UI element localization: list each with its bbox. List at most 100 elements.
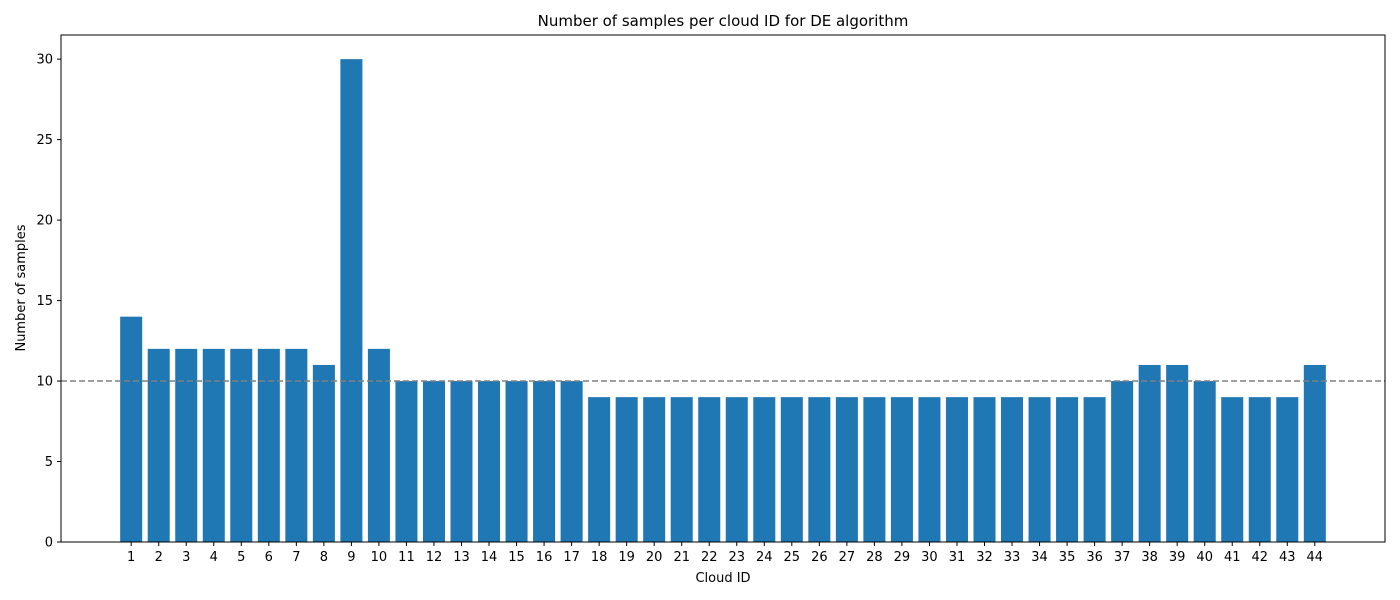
x-tick-label: 39 xyxy=(1169,550,1186,565)
x-tick-label: 14 xyxy=(481,550,498,565)
bar-cloud-6 xyxy=(257,348,280,542)
x-tick-label: 13 xyxy=(453,550,470,565)
x-tick-label: 23 xyxy=(728,550,745,565)
bar-cloud-11 xyxy=(395,381,418,542)
x-tick-label: 11 xyxy=(398,550,415,565)
bar-cloud-7 xyxy=(285,348,308,542)
bar-cloud-24 xyxy=(753,397,776,542)
bar-cloud-37 xyxy=(1111,381,1134,542)
bar-cloud-22 xyxy=(698,397,721,542)
x-tick-label: 17 xyxy=(563,550,580,565)
bar-cloud-28 xyxy=(863,397,886,542)
bar-cloud-17 xyxy=(560,381,583,542)
y-axis-label: Number of samples xyxy=(14,224,29,351)
x-tick-label: 24 xyxy=(756,550,773,565)
bar-cloud-36 xyxy=(1083,397,1106,542)
x-tick-label: 34 xyxy=(1031,550,1048,565)
bar-cloud-26 xyxy=(808,397,831,542)
x-axis-label: Cloud ID xyxy=(695,571,750,586)
bar-cloud-21 xyxy=(670,397,693,542)
bar-cloud-33 xyxy=(1001,397,1024,542)
plot-frame xyxy=(60,34,1386,543)
x-tick-label: 1 xyxy=(127,550,135,565)
y-tick-label: 0 xyxy=(45,536,53,551)
bar-cloud-20 xyxy=(643,397,666,542)
x-tick-label: 12 xyxy=(426,550,443,565)
x-tick-label: 31 xyxy=(949,550,966,565)
x-tick-label: 41 xyxy=(1224,550,1241,565)
bar-cloud-32 xyxy=(973,397,996,542)
x-tick-label: 38 xyxy=(1141,550,1158,565)
x-tick-label: 26 xyxy=(811,550,828,565)
x-tick-label: 27 xyxy=(839,550,856,565)
bar-cloud-3 xyxy=(175,348,198,542)
y-tick-label: 5 xyxy=(45,455,53,470)
x-tick-label: 30 xyxy=(921,550,938,565)
bar-cloud-19 xyxy=(615,397,638,542)
x-tick-label: 8 xyxy=(320,550,328,565)
x-tick-label: 33 xyxy=(1004,550,1021,565)
bar-cloud-10 xyxy=(367,348,390,542)
bar-cloud-9 xyxy=(340,59,363,542)
x-axis-ticks: 1 2 3 4 5 6 7 8 9 10 11 12 13 14 15 16 17 18 19 20 21 22 23 24 2… xyxy=(127,542,1323,565)
bar-cloud-23 xyxy=(725,397,748,542)
bar-cloud-12 xyxy=(422,381,445,542)
x-tick-label: 19 xyxy=(618,550,635,565)
bar-cloud-31 xyxy=(945,397,968,542)
x-tick-label: 29 xyxy=(894,550,911,565)
y-tick-label: 15 xyxy=(36,294,53,309)
x-tick-label: 25 xyxy=(784,550,801,565)
x-tick-label: 43 xyxy=(1279,550,1296,565)
x-tick-label: 35 xyxy=(1059,550,1076,565)
x-tick-label: 32 xyxy=(976,550,993,565)
x-tick-label: 15 xyxy=(508,550,525,565)
x-tick-label: 42 xyxy=(1251,550,1268,565)
x-tick-label: 18 xyxy=(591,550,608,565)
x-tick-label: 44 xyxy=(1307,550,1324,565)
bar-cloud-25 xyxy=(780,397,803,542)
bar-cloud-13 xyxy=(450,381,473,542)
x-tick-label: 10 xyxy=(371,550,388,565)
x-tick-label: 7 xyxy=(292,550,300,565)
x-tick-label: 6 xyxy=(265,550,273,565)
y-tick-label: 10 xyxy=(36,375,53,390)
bar-cloud-42 xyxy=(1248,397,1271,542)
bar-cloud-18 xyxy=(588,397,611,542)
x-tick-label: 22 xyxy=(701,550,718,565)
bar-cloud-38 xyxy=(1138,364,1161,542)
bar-cloud-4 xyxy=(202,348,225,542)
x-tick-label: 21 xyxy=(673,550,690,565)
x-tick-label: 3 xyxy=(182,550,190,565)
bar-cloud-8 xyxy=(312,364,335,542)
bar-cloud-40 xyxy=(1193,381,1216,542)
x-tick-label: 20 xyxy=(646,550,663,565)
x-tick-label: 40 xyxy=(1196,550,1213,565)
x-tick-label: 37 xyxy=(1114,550,1131,565)
bars-group xyxy=(120,59,1326,542)
bar-cloud-27 xyxy=(835,397,858,542)
bar-cloud-44 xyxy=(1303,364,1326,542)
y-tick-label: 25 xyxy=(36,133,53,148)
y-tick-label: 20 xyxy=(36,214,53,229)
x-tick-label: 28 xyxy=(866,550,883,565)
chart-title: Number of samples per cloud ID for DE al… xyxy=(538,12,909,30)
bar-cloud-34 xyxy=(1028,397,1051,542)
bar-cloud-35 xyxy=(1056,397,1079,542)
x-tick-label: 4 xyxy=(210,550,218,565)
x-tick-label: 16 xyxy=(536,550,553,565)
x-tick-label: 2 xyxy=(155,550,163,565)
x-tick-label: 36 xyxy=(1086,550,1103,565)
bar-cloud-29 xyxy=(890,397,913,542)
bar-cloud-5 xyxy=(230,348,253,542)
bar-cloud-2 xyxy=(147,348,170,542)
bar-cloud-14 xyxy=(478,381,501,542)
bar-cloud-41 xyxy=(1221,397,1244,542)
bar-cloud-30 xyxy=(918,397,941,542)
bar-cloud-39 xyxy=(1166,364,1189,542)
bar-cloud-16 xyxy=(533,381,556,542)
bar-cloud-15 xyxy=(505,381,528,542)
bar-cloud-43 xyxy=(1276,397,1299,542)
x-tick-label: 9 xyxy=(347,550,355,565)
bar-cloud-1 xyxy=(120,316,143,542)
